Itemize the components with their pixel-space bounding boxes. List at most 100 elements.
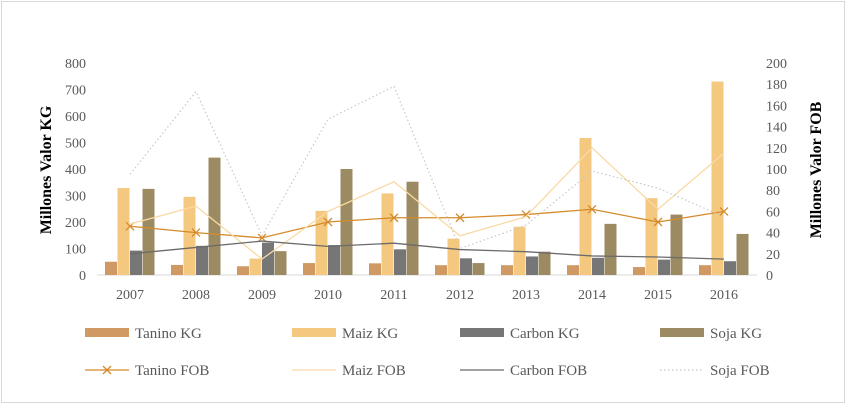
bar-soja-kg: [142, 188, 155, 276]
right-tick-label: 80: [766, 184, 780, 199]
bar-maiz-kg: [711, 81, 724, 275]
bar-maiz-kg: [381, 193, 394, 275]
right-tick-label: 0: [766, 269, 773, 284]
legend-swatch: [660, 328, 704, 337]
left-tick-label: 500: [65, 137, 86, 152]
bar-soja-kg: [472, 263, 485, 275]
x-tick-label: 2015: [644, 288, 672, 303]
marker-x-tanino-fob: [389, 213, 399, 223]
bar-tanino-kg: [633, 267, 645, 275]
combo-chart: 0 100 200 300 400 500 600 700 800 0 20 40 60 80 100 12…: [38, 57, 825, 379]
bar-maiz-kg: [579, 138, 592, 275]
right-axis-ticks: 0 20 40 60 80 100 120 140 160 180 200: [766, 57, 787, 284]
plot-area: [97, 81, 757, 276]
legend-swatch: [292, 328, 336, 337]
bar-carbon-kg: [328, 245, 340, 275]
bar-tanino-kg: [699, 265, 711, 275]
legend-label: Tanino KG: [135, 326, 202, 342]
bar-maiz-kg: [117, 188, 130, 275]
right-tick-label: 140: [766, 121, 787, 136]
marker-x-tanino-fob: [257, 233, 267, 243]
x-tick-label: 2009: [248, 288, 276, 303]
bar-maiz-kg: [645, 198, 658, 275]
bar-soja-kg: [538, 251, 551, 275]
left-axis-title: Millones Valor KG: [38, 105, 55, 234]
legend-label: Maiz KG: [342, 326, 398, 342]
legend-label: Soja FOB: [710, 363, 770, 379]
right-tick-label: 200: [766, 57, 787, 72]
bar-carbon-kg: [526, 256, 538, 275]
left-tick-label: 200: [65, 216, 86, 231]
bar-tanino-kg: [369, 263, 381, 275]
left-tick-label: 700: [65, 84, 86, 99]
x-tick-label: 2010: [314, 288, 342, 303]
bar-tanino-kg: [105, 261, 117, 275]
left-tick-label: 100: [65, 243, 86, 258]
marker-x-tanino-fob: [323, 217, 333, 227]
right-tick-label: 20: [766, 248, 780, 263]
legend-item-carbon-fob: Carbon FOB: [460, 363, 587, 379]
bar-maiz-kg: [249, 258, 262, 275]
bar-soja-kg: [604, 223, 617, 275]
line-carbon-fob: [129, 240, 725, 260]
bar-carbon-kg: [196, 245, 208, 275]
right-axis-title: Millones Valor FOB: [808, 101, 825, 238]
legend-label: Maiz FOB: [342, 363, 406, 379]
x-axis-ticks: 2007 2008 2009 2010 2011 2012 2013 2014 2015 2016: [116, 288, 738, 303]
line-maiz-fob: [129, 146, 725, 260]
bar-carbon-kg: [460, 258, 472, 275]
left-tick-label: 400: [65, 163, 86, 178]
bar-carbon-kg: [394, 249, 406, 275]
left-tick-label: 600: [65, 110, 86, 125]
x-tick-label: 2014: [578, 288, 606, 303]
bar-tanino-kg: [567, 265, 579, 275]
bar-soja-kg: [736, 233, 749, 275]
marker-x-tanino-fob: [587, 204, 597, 214]
marker-x-tanino-fob: [719, 206, 729, 216]
bar-soja-kg: [670, 214, 683, 275]
bar-maiz-kg: [183, 196, 196, 275]
x-tick-label: 2016: [710, 288, 738, 303]
legend-item-maiz-kg: Maiz KG: [292, 326, 398, 342]
bar-soja-kg: [406, 181, 419, 275]
bar-tanino-kg: [303, 263, 315, 275]
x-tick-label: 2008: [182, 288, 210, 303]
bar-carbon-kg: [130, 250, 142, 275]
left-tick-label: 300: [65, 190, 86, 205]
bar-tanino-kg: [501, 265, 513, 275]
right-tick-label: 180: [766, 78, 787, 93]
legend-swatch: [85, 328, 129, 337]
bar-carbon-kg: [658, 259, 670, 275]
right-tick-label: 60: [766, 205, 780, 220]
left-axis-ticks: 0 100 200 300 400 500 600 700 800: [65, 57, 86, 284]
line-tanino-fob: [129, 208, 725, 239]
legend-item-tanino-fob: Tanino FOB: [85, 363, 209, 379]
x-tick-label: 2013: [512, 288, 540, 303]
x-tick-label: 2007: [116, 288, 144, 303]
bar-maiz-kg: [315, 210, 328, 275]
legend-label: Tanino FOB: [135, 363, 209, 379]
x-tick-label: 2012: [446, 288, 474, 303]
left-tick-label: 800: [65, 57, 86, 72]
right-tick-label: 100: [766, 163, 787, 178]
legend-label: Carbon KG: [510, 326, 580, 342]
bar-carbon-kg: [262, 242, 274, 275]
legend-label: Soja KG: [710, 326, 762, 342]
legend-swatch: [460, 328, 504, 337]
bar-tanino-kg: [237, 266, 249, 275]
bar-tanino-kg: [171, 264, 183, 275]
marker-x-tanino-fob: [653, 217, 663, 227]
bar-maiz-kg: [447, 238, 460, 275]
left-tick-label: 0: [79, 269, 86, 284]
right-tick-label: 40: [766, 227, 780, 242]
legend-item-tanino-kg: Tanino KG: [85, 326, 202, 342]
bar-soja-kg: [208, 157, 221, 275]
x-tick-label: 2011: [380, 288, 407, 303]
line-soja-fob: [129, 85, 725, 250]
marker-x-tanino-fob: [455, 213, 465, 223]
legend-item-soja-kg: Soja KG: [660, 326, 762, 342]
legend-item-maiz-fob: Maiz FOB: [292, 363, 406, 379]
legend: Tanino KG Maiz KG Carbon KG Soja KG Tanino F…: [85, 326, 770, 379]
legend-item-carbon-kg: Carbon KG: [460, 326, 580, 342]
